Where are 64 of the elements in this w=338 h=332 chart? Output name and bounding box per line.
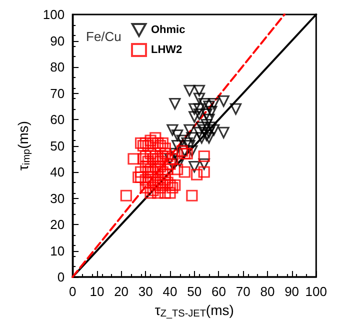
point <box>184 84 196 96</box>
x-tick-label: 10 <box>90 284 104 299</box>
point <box>200 108 212 120</box>
y-tick-label: 50 <box>50 138 65 154</box>
x-tick-label: 50 <box>187 284 202 299</box>
y-tick-label: 90 <box>50 33 65 48</box>
point <box>186 145 198 157</box>
point <box>186 132 198 144</box>
x-tick-label: 60 <box>211 284 226 299</box>
point <box>172 129 184 142</box>
point <box>203 126 215 138</box>
point <box>196 122 208 134</box>
point <box>172 140 184 152</box>
y-tick-label: 0 <box>57 270 65 284</box>
y-tick-label: 20 <box>50 217 65 232</box>
x-tick-label: 30 <box>138 284 153 299</box>
point <box>184 124 196 136</box>
point <box>188 103 200 115</box>
point <box>193 84 206 96</box>
x-tick-label: 0 <box>68 284 76 299</box>
point <box>230 103 242 115</box>
point <box>200 118 212 131</box>
point <box>166 124 178 136</box>
y-tick-label: 70 <box>50 86 65 101</box>
x-tick-label: 40 <box>162 284 178 299</box>
point <box>206 106 218 118</box>
point <box>198 158 210 170</box>
point <box>169 98 181 110</box>
y-tick-label: 40 <box>50 164 65 180</box>
point <box>218 95 230 107</box>
y-tick-label: 60 <box>50 112 65 127</box>
legend-label: Ohmic <box>151 24 186 36</box>
point <box>174 156 186 168</box>
point <box>203 132 215 144</box>
x-tick-label: 20 <box>114 284 129 299</box>
point <box>208 98 220 110</box>
x-tick-label: 70 <box>236 284 250 299</box>
point <box>203 114 215 126</box>
y-axis-title: τimp(ms) <box>15 120 32 171</box>
point <box>198 98 210 110</box>
point <box>188 111 200 123</box>
point <box>193 126 206 138</box>
x-tick-label: 100 <box>305 284 328 299</box>
y-tick-label: 100 <box>42 7 65 22</box>
point <box>193 92 206 104</box>
x-tick-label: 90 <box>284 284 300 299</box>
point <box>188 160 200 173</box>
point <box>193 108 206 120</box>
point <box>218 126 230 138</box>
y-tick-label: 30 <box>50 190 65 206</box>
x-tick-label: 80 <box>260 284 275 299</box>
point <box>208 124 220 136</box>
point <box>169 148 181 160</box>
point <box>200 129 212 142</box>
point <box>181 137 193 149</box>
annotation: Fe/Cu <box>86 29 122 44</box>
point <box>196 132 208 144</box>
legend-label: LHW2 <box>151 44 182 56</box>
y-tick-label: 80 <box>50 60 65 74</box>
point <box>176 134 188 146</box>
y-tick-label: 10 <box>50 243 65 258</box>
point <box>203 100 215 112</box>
point <box>193 103 206 115</box>
point <box>184 140 196 152</box>
